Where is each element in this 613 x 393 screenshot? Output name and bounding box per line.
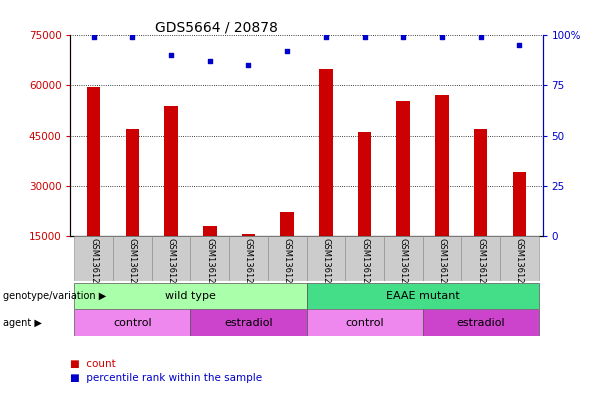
Text: EAAE mutant: EAAE mutant <box>386 291 459 301</box>
Bar <box>87 87 101 286</box>
Text: estradiol: estradiol <box>456 318 505 328</box>
Point <box>205 58 215 64</box>
Point <box>166 52 176 59</box>
Bar <box>280 212 294 286</box>
Bar <box>397 101 410 286</box>
Text: control: control <box>345 318 384 328</box>
Bar <box>74 283 306 309</box>
Bar <box>384 236 422 281</box>
Bar <box>164 105 178 286</box>
Bar <box>126 129 139 286</box>
Bar <box>512 172 526 286</box>
Bar <box>358 132 371 286</box>
Point <box>128 34 137 40</box>
Bar <box>74 236 113 281</box>
Bar <box>242 234 255 286</box>
Text: GSM1361226: GSM1361226 <box>515 238 524 294</box>
Bar <box>474 129 487 286</box>
Text: ■  percentile rank within the sample: ■ percentile rank within the sample <box>70 373 262 383</box>
Bar <box>113 236 152 281</box>
Bar <box>306 236 345 281</box>
Text: GSM1361225: GSM1361225 <box>476 238 485 294</box>
Bar <box>306 309 422 336</box>
Point <box>321 34 331 40</box>
Bar <box>500 236 539 281</box>
Text: GSM1361221: GSM1361221 <box>321 238 330 294</box>
Bar <box>345 236 384 281</box>
Bar <box>422 236 461 281</box>
Text: GDS5664 / 20878: GDS5664 / 20878 <box>156 20 278 34</box>
Bar <box>191 309 306 336</box>
Point <box>476 34 485 40</box>
Text: agent ▶: agent ▶ <box>3 318 42 328</box>
Bar <box>461 236 500 281</box>
Bar <box>422 309 539 336</box>
Bar <box>191 236 229 281</box>
Bar <box>229 236 268 281</box>
Bar <box>203 226 216 286</box>
Point <box>360 34 370 40</box>
Bar <box>435 95 449 286</box>
Text: GSM1361215: GSM1361215 <box>89 238 98 294</box>
Text: genotype/variation ▶: genotype/variation ▶ <box>3 291 106 301</box>
Text: GSM1361219: GSM1361219 <box>244 238 253 294</box>
Text: control: control <box>113 318 151 328</box>
Point <box>437 34 447 40</box>
Bar <box>74 309 191 336</box>
Point <box>398 34 408 40</box>
Bar <box>152 236 191 281</box>
Text: GSM1361216: GSM1361216 <box>128 238 137 294</box>
Text: GSM1361217: GSM1361217 <box>167 238 175 294</box>
Bar <box>306 283 539 309</box>
Text: GSM1361218: GSM1361218 <box>205 238 215 294</box>
Bar <box>268 236 306 281</box>
Bar <box>319 69 333 286</box>
Text: GSM1361224: GSM1361224 <box>438 238 446 294</box>
Point <box>89 34 99 40</box>
Text: ■  count: ■ count <box>70 358 116 369</box>
Text: wild type: wild type <box>165 291 216 301</box>
Text: GSM1361222: GSM1361222 <box>360 238 369 294</box>
Point <box>514 42 524 48</box>
Point <box>243 62 253 68</box>
Text: GSM1361220: GSM1361220 <box>283 238 292 294</box>
Text: estradiol: estradiol <box>224 318 273 328</box>
Text: GSM1361223: GSM1361223 <box>398 238 408 294</box>
Point <box>282 48 292 55</box>
